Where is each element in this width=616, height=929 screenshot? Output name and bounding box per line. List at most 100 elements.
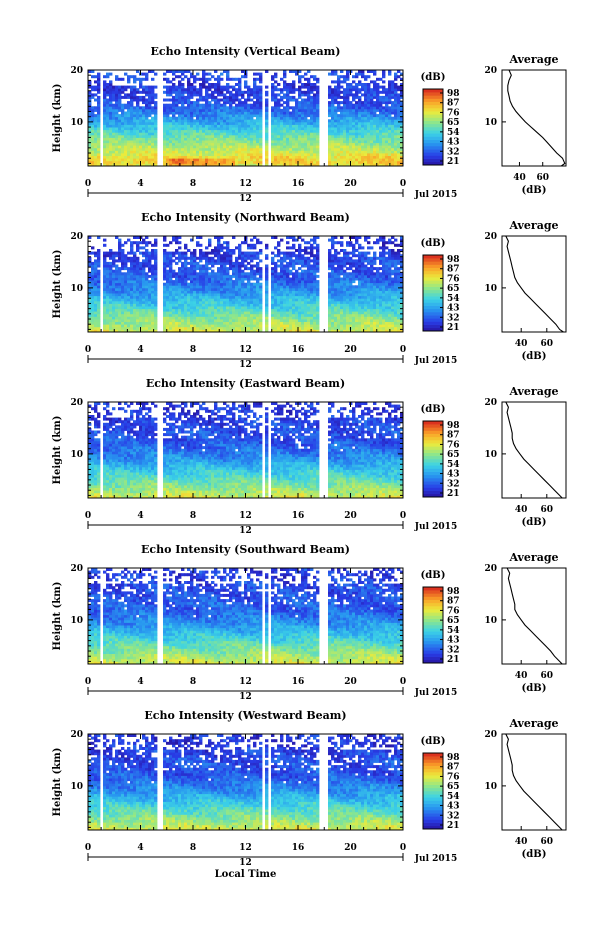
heatmap-cell — [247, 261, 251, 265]
heatmap-cell — [139, 274, 143, 278]
heatmap-cell — [397, 75, 401, 79]
heatmap-cell — [346, 137, 350, 141]
heatmap-cell — [181, 111, 185, 115]
heatmap-cell — [307, 103, 311, 107]
heatmap-cell — [271, 134, 275, 138]
heatmap-cell — [181, 306, 185, 310]
heatmap-cell — [373, 83, 377, 86]
heatmap-cell — [346, 90, 350, 94]
heatmap-cell — [151, 280, 155, 284]
heatmap-cell — [184, 316, 188, 320]
heatmap-cell — [355, 93, 359, 97]
heatmap-cell — [121, 124, 125, 128]
heatmap-cell — [253, 121, 257, 125]
heatmap-cell — [244, 313, 248, 317]
heatmap-cell — [103, 83, 107, 86]
heatmap-cell — [202, 324, 206, 328]
colorbar-segment — [423, 101, 443, 106]
heatmap-cell — [247, 129, 251, 133]
heatmap-cell — [331, 93, 335, 97]
heatmap-cell — [139, 264, 143, 268]
heatmap-cell — [142, 140, 146, 144]
heatmap-cell — [376, 124, 380, 128]
heatmap-cell — [226, 137, 230, 141]
heatmap-cell — [172, 145, 176, 149]
heatmap-cell — [307, 101, 311, 105]
heatmap-cell — [232, 101, 236, 105]
heatmap-cell — [211, 285, 215, 289]
heatmap-cell — [271, 153, 275, 156]
heatmap-cell — [244, 300, 248, 304]
heatmap-cell — [184, 277, 188, 281]
heatmap-cell — [112, 124, 116, 128]
heatmap-cell — [178, 254, 182, 258]
heatmap-cell — [211, 319, 215, 322]
heatmap-cell — [193, 155, 197, 159]
heatmap-cell — [118, 93, 122, 97]
heatmap-cell — [115, 300, 119, 304]
heatmap-cell — [118, 129, 122, 133]
heatmap-cell — [283, 106, 287, 110]
heatmap-cell — [193, 85, 197, 89]
heatmap-cell — [361, 127, 365, 131]
heatmap-cell — [211, 308, 215, 312]
heatmap-cell — [355, 153, 359, 156]
heatmap-cell — [154, 298, 158, 302]
heatmap-cell — [232, 88, 236, 92]
heatmap-cell — [133, 321, 137, 325]
heatmap-cell — [376, 132, 380, 136]
heatmap-cell — [181, 272, 185, 276]
heatmap-cell — [184, 295, 188, 299]
heatmap-cell — [175, 293, 179, 297]
heatmap-cell — [145, 241, 149, 245]
heatmap-cell — [259, 142, 263, 146]
heatmap-cell — [115, 163, 119, 167]
heatmap-cell — [214, 85, 218, 89]
heatmap-cell — [385, 114, 389, 118]
heatmap-cell — [256, 285, 260, 289]
heatmap-cell — [364, 111, 368, 115]
heatmap-cell — [118, 132, 122, 136]
heatmap-cell — [238, 121, 242, 125]
heatmap-cell — [349, 142, 353, 146]
heatmap-cell — [133, 306, 137, 310]
heatmap-cell — [163, 285, 167, 289]
heatmap-cell — [367, 70, 371, 73]
heatmap-cell — [190, 308, 194, 312]
heatmap-cell — [235, 98, 239, 102]
heatmap-cell — [361, 124, 365, 128]
heatmap-cell — [148, 313, 152, 317]
heatmap-cell — [124, 145, 128, 149]
heatmap-cell — [391, 145, 395, 149]
heatmap-cell — [184, 150, 188, 154]
heatmap-cell — [253, 137, 257, 141]
heatmap-cell — [130, 272, 134, 276]
heatmap-cell — [124, 264, 128, 268]
heatmap-cell — [259, 103, 263, 107]
heatmap-cell — [109, 303, 113, 307]
heatmap-cell — [244, 98, 248, 102]
heatmap-cell — [298, 119, 302, 123]
heatmap-cell — [280, 124, 284, 128]
heatmap-cell — [229, 303, 233, 307]
heatmap-cell — [373, 70, 377, 73]
heatmap-cell — [151, 132, 155, 136]
heatmap-cell — [169, 111, 173, 115]
heatmap-cell — [118, 140, 122, 144]
heatmap-cell — [397, 103, 401, 107]
heatmap-cell — [136, 145, 140, 149]
heatmap-cell — [178, 101, 182, 105]
heatmap-cell — [166, 163, 170, 167]
heatmap-cell — [151, 111, 155, 115]
heatmap-cell — [229, 142, 233, 146]
heatmap-cell — [310, 85, 314, 89]
heatmap-cell — [349, 83, 353, 86]
heatmap-cell — [226, 256, 230, 260]
heatmap-cell — [238, 93, 242, 97]
heatmap-cell — [199, 311, 203, 315]
heatmap-cell — [337, 75, 341, 79]
heatmap-cell — [235, 308, 239, 312]
heatmap-cell — [145, 243, 149, 247]
heatmap-cell — [199, 103, 203, 107]
heatmap-cell — [343, 88, 347, 92]
